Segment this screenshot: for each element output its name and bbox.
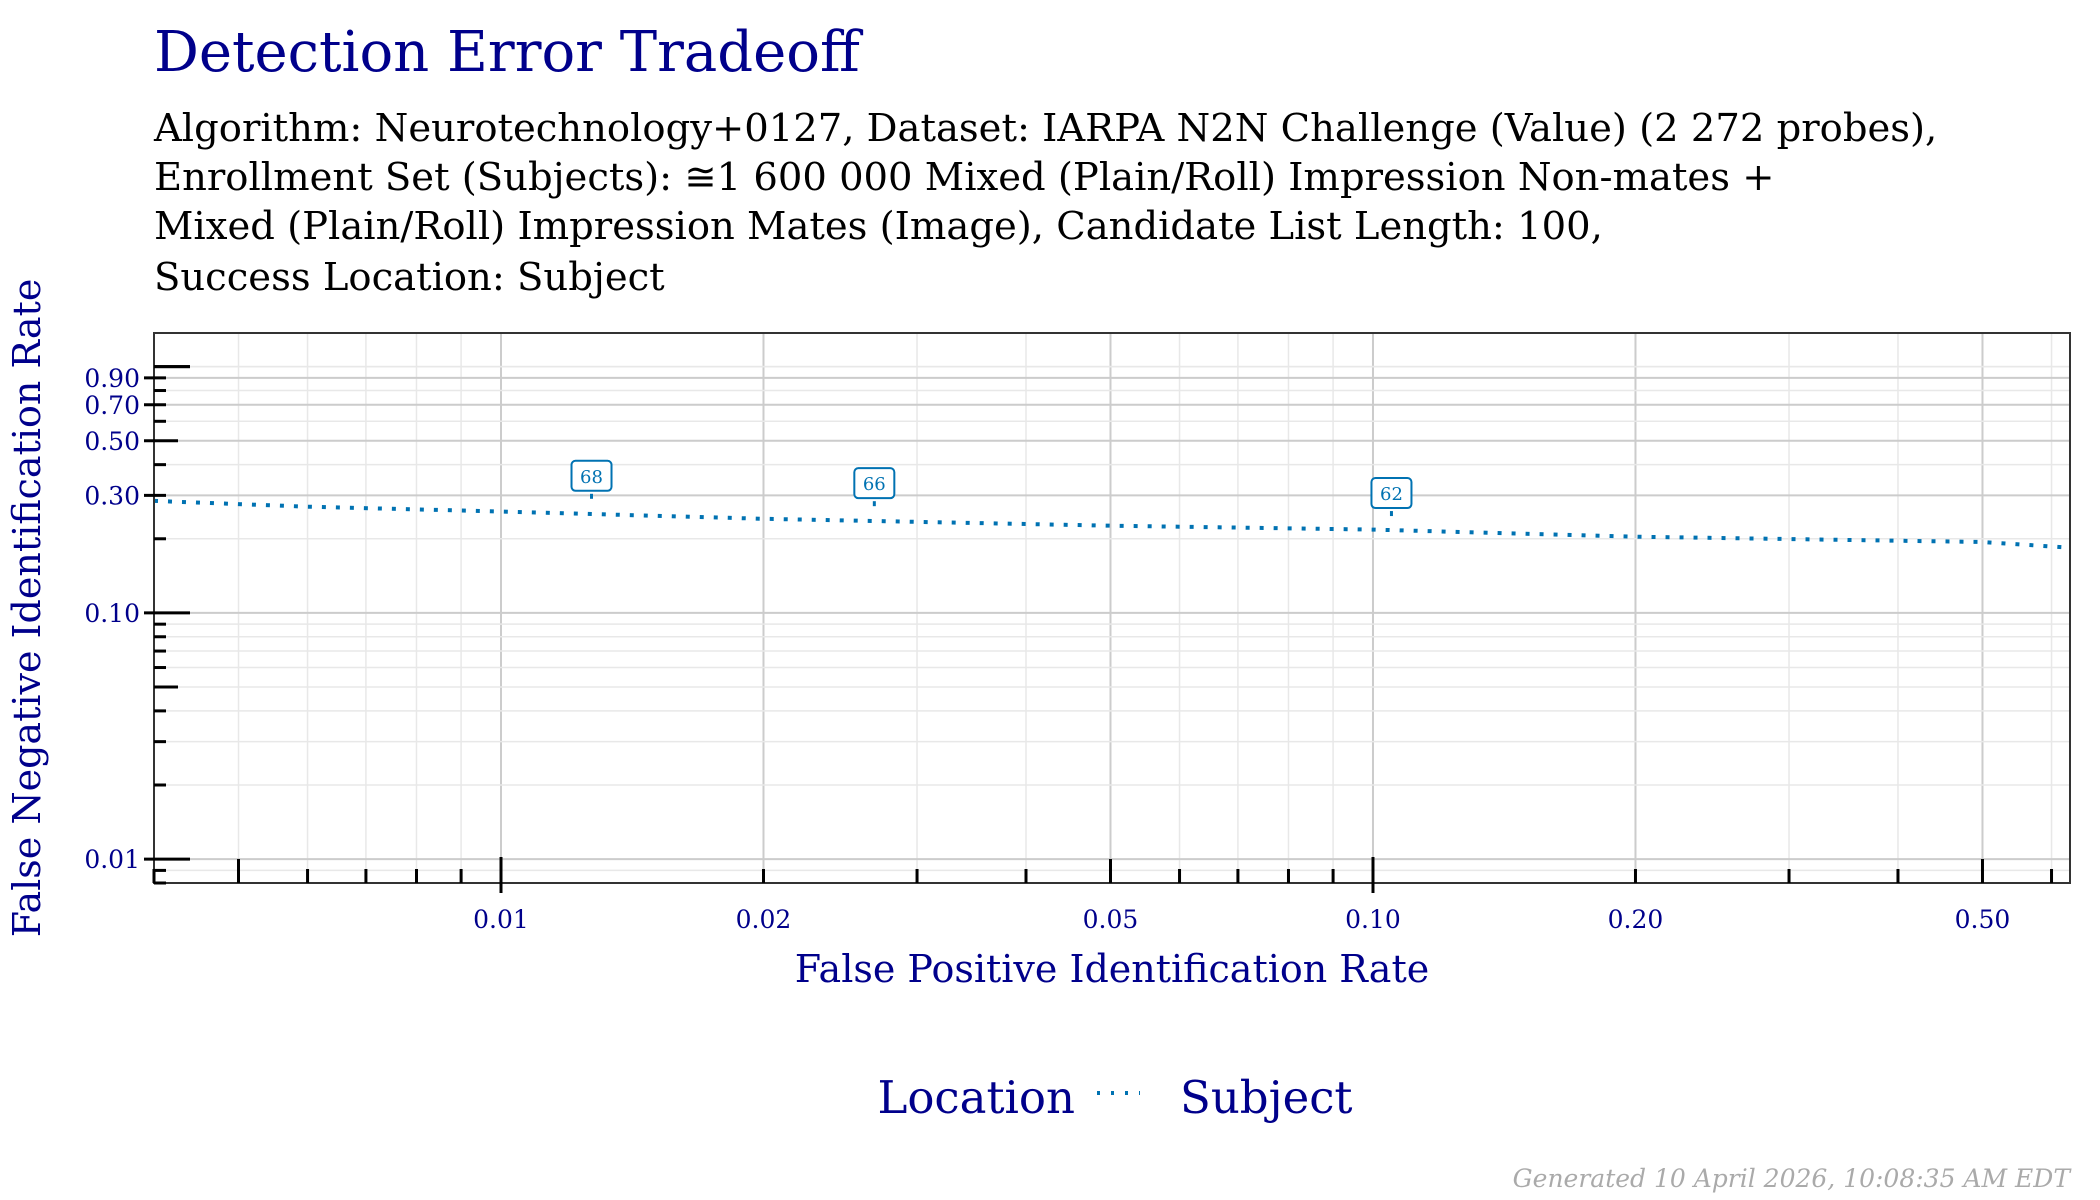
x-axis-title: False Positive Identification Rate	[795, 947, 1429, 991]
chart-title: Detection Error Tradeoff	[154, 20, 860, 85]
annotation-label: 62	[1380, 484, 1403, 505]
series-layer: 68 66 62	[153, 459, 2071, 550]
tick-labels: 0.01 0.02 0.05 0.10 0.20 0.50 0.01 0.10 0.30 0.50…	[84, 364, 2010, 934]
series-line-subject	[153, 498, 2071, 550]
y-tick-label: 0.10	[84, 599, 140, 628]
subtitle-line-2: Enrollment Set (Subjects): ≅1 600 000 Mi…	[154, 155, 1775, 200]
x-tick-label: 0.01	[473, 905, 529, 934]
annotation-box	[1370, 477, 1413, 510]
subtitle-line-1: Algorithm: Neurotechnology+0127, Dataset…	[154, 106, 1938, 151]
legend-entry-subject: Subject	[1180, 1071, 1353, 1124]
x-tick-label: 0.02	[736, 905, 792, 934]
annotation-box	[570, 459, 613, 492]
y-tick-label: 0.50	[84, 427, 140, 456]
annotation-label: 66	[863, 474, 886, 495]
x-tick-label: 0.05	[1083, 905, 1139, 934]
x-tick-label: 0.20	[1608, 905, 1664, 934]
annotation-box	[853, 467, 896, 500]
y-tick-label: 0.90	[84, 364, 140, 393]
y-tick-label: 0.01	[84, 845, 140, 874]
y-tick-label: 0.70	[84, 391, 140, 420]
legend: Location Subject	[877, 1071, 1352, 1124]
x-tick-label: 0.50	[1955, 905, 2011, 934]
plot-frame	[153, 332, 2071, 884]
legend-title: Location	[877, 1071, 1075, 1124]
subtitle-line-3: Mixed (Plain/Roll) Impression Mates (Ima…	[154, 204, 1603, 249]
subtitle-line-4: Success Location: Subject	[154, 255, 665, 300]
generated-timestamp: Generated 10 April 2026, 10:08:35 AM EDT	[1512, 1164, 2070, 1193]
axis-ticks	[144, 365, 2054, 893]
y-tick-label: 0.30	[84, 481, 140, 510]
y-axis-title: False Negative Identification Rate	[5, 279, 49, 938]
x-tick-label: 0.10	[1345, 905, 1401, 934]
gridlines	[153, 333, 2070, 884]
annotation-label: 68	[580, 467, 603, 488]
